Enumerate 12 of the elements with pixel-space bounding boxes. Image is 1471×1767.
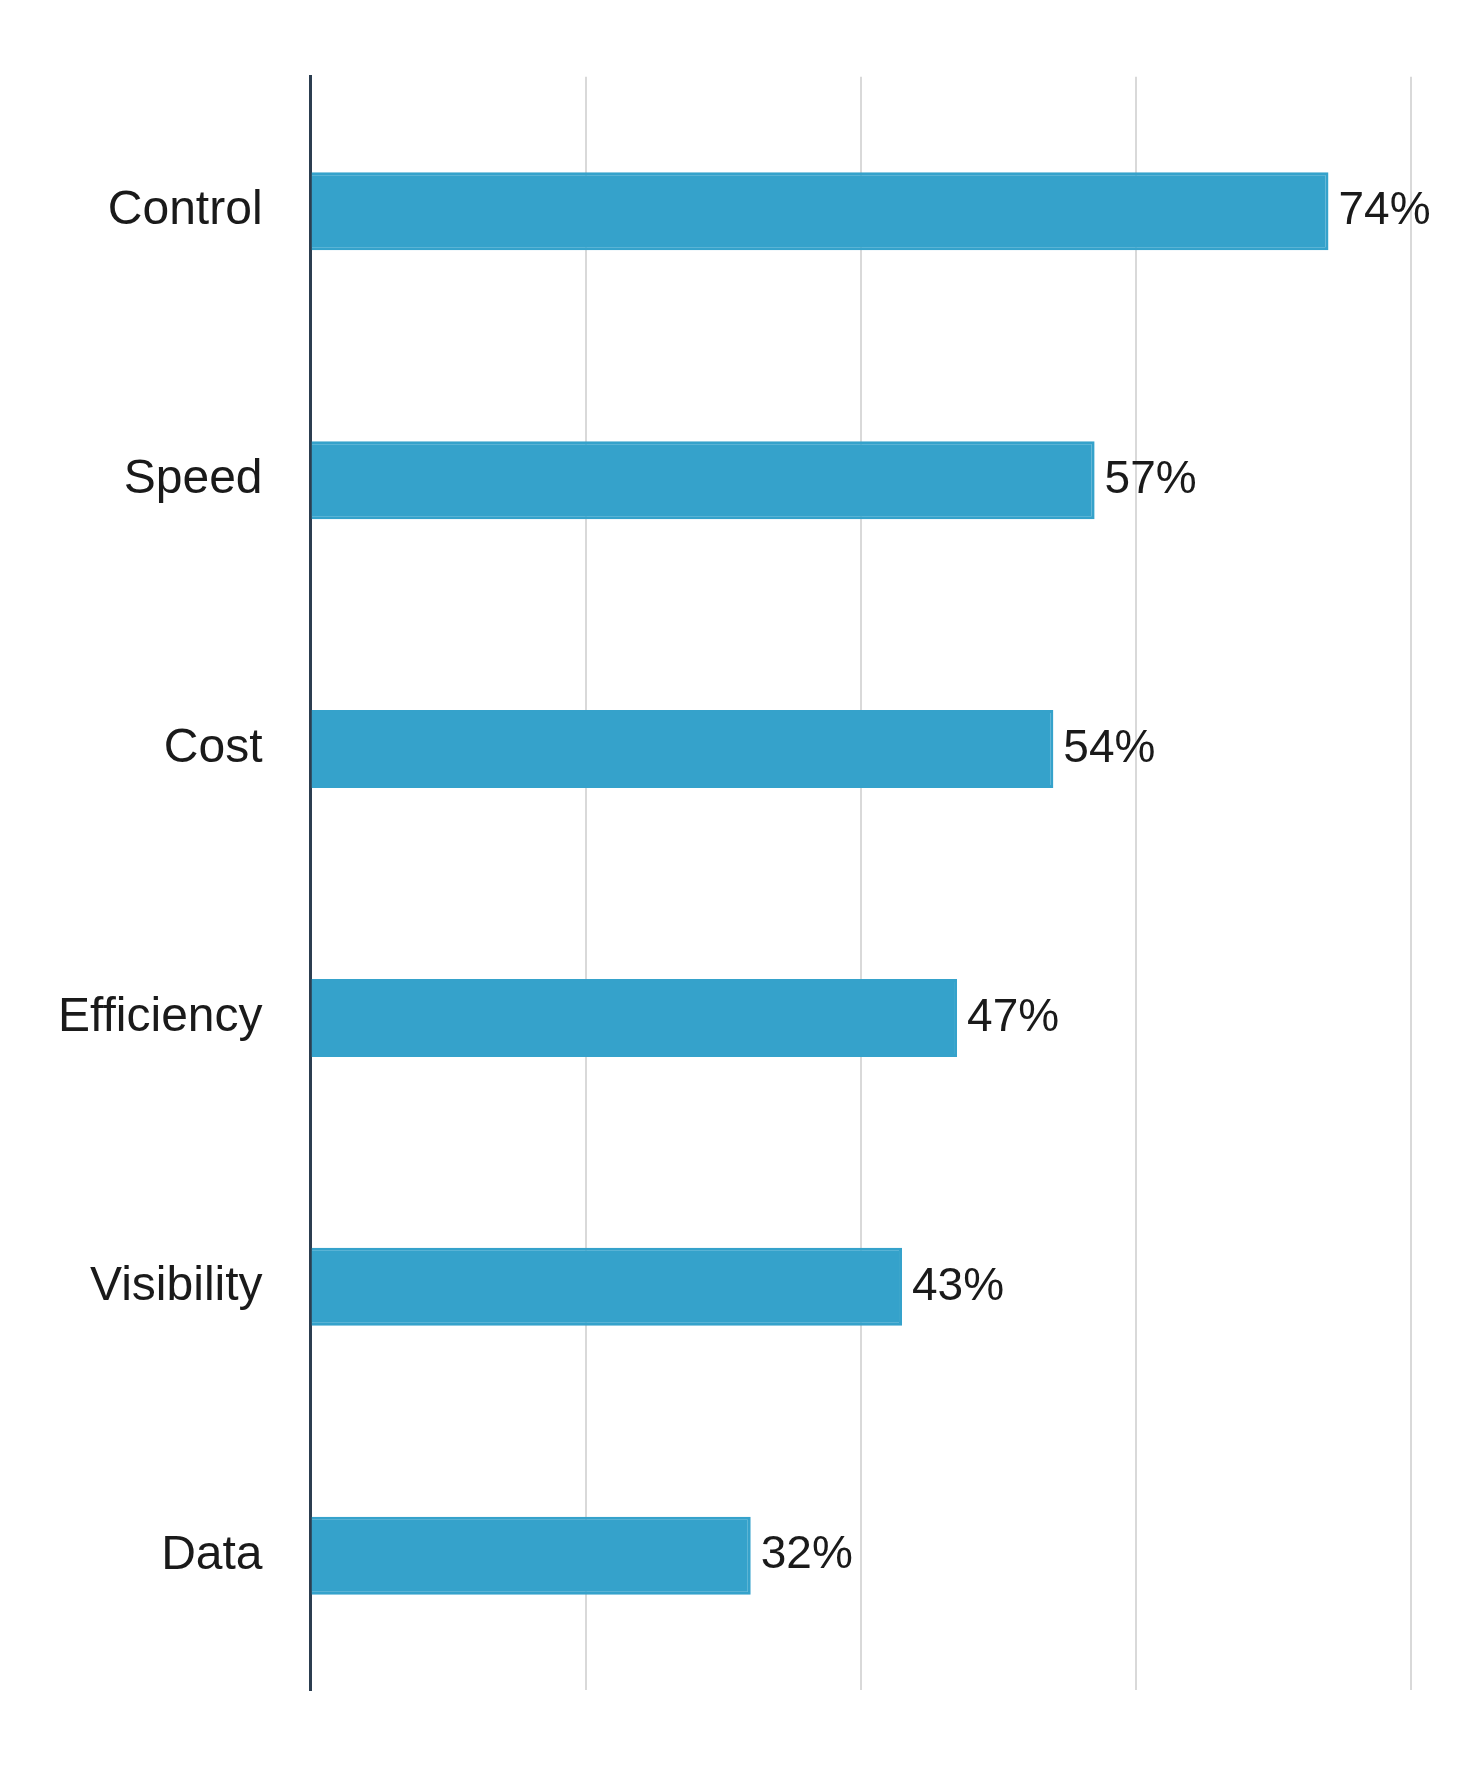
data-label: 74% [1338, 181, 1431, 234]
data-label: 54% [1063, 719, 1156, 772]
data-label: 47% [967, 988, 1060, 1041]
data-label: 57% [1104, 450, 1197, 503]
y-tick-label: Control [107, 181, 263, 235]
y-tick-label: Efficiency [57, 988, 263, 1042]
y-tick-label: Cost [163, 719, 263, 773]
data-label: 43% [912, 1257, 1005, 1310]
data-label: 32% [760, 1526, 853, 1579]
y-tick-label: Data [161, 1525, 263, 1579]
y-tick-label: Speed [123, 450, 263, 504]
y-tick-label: Visibility [90, 1257, 263, 1311]
